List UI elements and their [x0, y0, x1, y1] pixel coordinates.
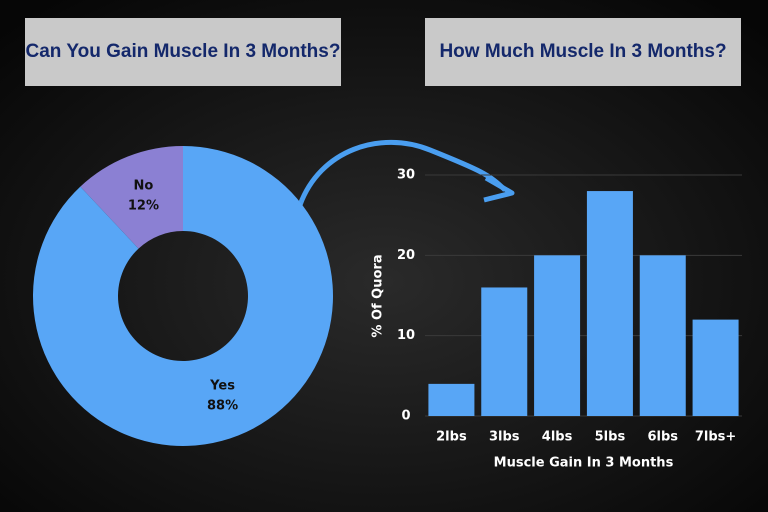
value-label: 88% — [207, 398, 238, 413]
y-tick-label: 0 — [401, 409, 410, 424]
y-tick-label: 30 — [397, 168, 415, 183]
y-tick-label: 20 — [397, 248, 415, 263]
slice-label: Yes — [209, 378, 235, 393]
bar — [428, 383, 475, 416]
y-tick-label: 10 — [397, 328, 415, 343]
x-tick-label: 5lbs — [595, 430, 626, 445]
x-tick-label: 6lbs — [647, 430, 678, 445]
x-tick-label: 3lbs — [489, 430, 520, 445]
title-box — [425, 18, 741, 86]
y-axis-label: % Of Quora — [371, 254, 386, 337]
x-tick-label: 4lbs — [542, 430, 573, 445]
x-tick-label: 7lbs+ — [695, 430, 736, 445]
bar — [692, 319, 739, 416]
chart-title: How Much Muscle In 3 Months? — [439, 41, 726, 62]
bar — [586, 191, 633, 416]
arrow-head — [483, 175, 515, 203]
bar — [639, 255, 686, 416]
bar — [534, 255, 581, 416]
pie-slice — [80, 146, 183, 249]
slice-label: No — [134, 179, 154, 194]
arrow — [297, 140, 507, 206]
x-tick-label: 2lbs — [436, 430, 467, 445]
value-label: 12% — [128, 199, 159, 214]
x-axis-label: Muscle Gain In 3 Months — [494, 456, 674, 471]
pie-slice — [33, 146, 333, 446]
title-box — [25, 18, 341, 86]
chart-title: Can You Gain Muscle In 3 Months? — [26, 41, 341, 62]
bar — [481, 287, 528, 416]
